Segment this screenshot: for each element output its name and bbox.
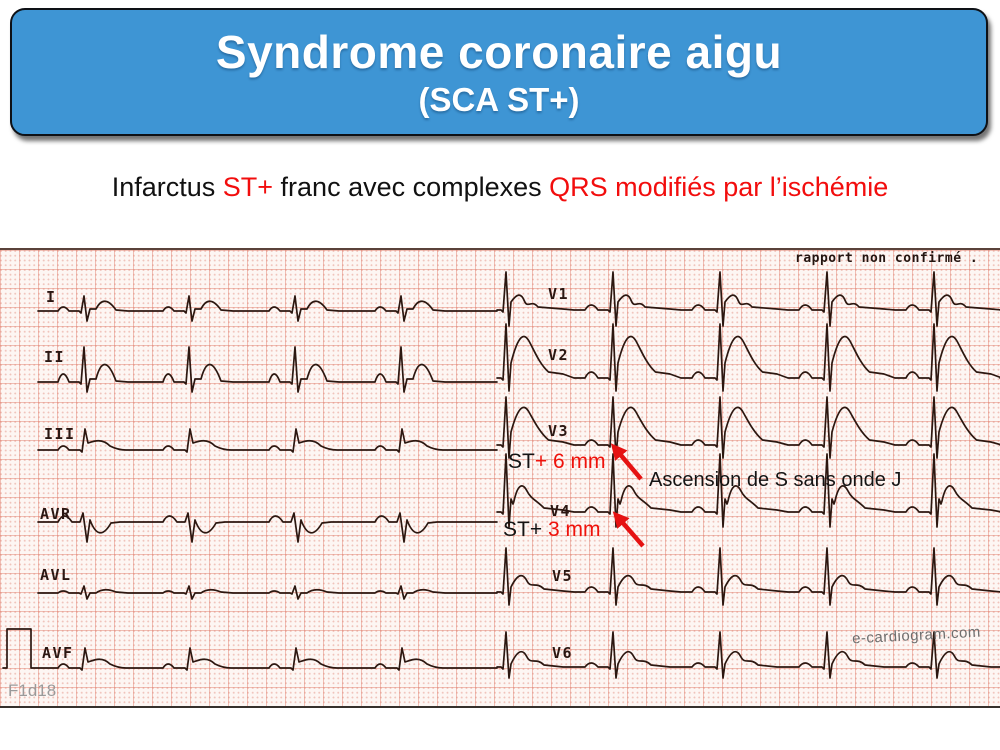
st-elevation-label-v4: ST+ 3 mm: [503, 518, 600, 542]
st-label-red: 3 mm: [542, 518, 601, 541]
s-ascension-note: Ascension de S sans onde J: [649, 469, 902, 491]
lead-label-V4: V4: [550, 502, 572, 520]
lead-label-AVL: AVL: [40, 566, 72, 584]
ecg-trace-AVF: [2, 628, 498, 671]
ecg-trace-AVR: [37, 512, 498, 543]
headline-part: franc avec complexes: [273, 172, 550, 202]
figure-id: F1d18: [8, 681, 57, 700]
ecg-paper: [0, 248, 1000, 708]
lead-label-V2: V2: [548, 346, 570, 364]
ecg-trace-group: [2, 271, 1000, 679]
lead-label-AVR: AVR: [40, 505, 72, 523]
lead-label-III: III: [44, 425, 76, 443]
title-banner: Syndrome coronaire aigu (SCA ST+): [10, 8, 988, 136]
headline-part: ST+: [222, 172, 274, 202]
report-note: rapport non confirmé .: [795, 251, 979, 266]
ecg-trace-II: [37, 346, 498, 393]
st-label-black: ST: [508, 450, 535, 473]
lead-label-II: II: [44, 348, 66, 366]
lead-label-AVF: AVF: [42, 644, 74, 662]
st-label-red: + 6 mm: [534, 450, 606, 473]
ecg-trace-V2: [496, 323, 1000, 392]
lead-label-V5: V5: [552, 567, 574, 585]
lead-label-V1: V1: [548, 285, 570, 303]
st-elevation-label-v3: ST+ 6 mm: [508, 450, 605, 474]
lead-label-V6: V6: [552, 644, 574, 662]
ecg-trace-AVL: [37, 585, 498, 600]
banner-subtitle: (SCA ST+): [418, 81, 580, 118]
red-arrow: [610, 443, 643, 481]
headline-part: Infarctus: [111, 172, 223, 202]
banner-title: Syndrome coronaire aigu: [215, 26, 783, 78]
headline: Infarctus ST+ franc avec complexes QRS m…: [0, 172, 1000, 203]
ecg-trace-V6: [496, 631, 1000, 679]
lead-label-V3: V3: [548, 422, 570, 440]
ecg-trace-III: [37, 428, 498, 453]
red-arrow: [612, 511, 645, 548]
ecg-trace-V3: [496, 396, 1000, 459]
headline-part: QRS modifiés par l’ischémie: [549, 172, 889, 202]
ecg-trace-V4: [496, 453, 1000, 528]
ecg-trace-V5: [496, 547, 1000, 606]
ecg-trace-V1: [496, 271, 1000, 327]
lead-label-I: I: [46, 288, 57, 306]
st-label-black: ST+: [503, 518, 543, 541]
ecg-trace-I: [37, 295, 498, 322]
ecg-traces: [2, 271, 1000, 679]
annotation-arrow-group: [610, 443, 645, 548]
